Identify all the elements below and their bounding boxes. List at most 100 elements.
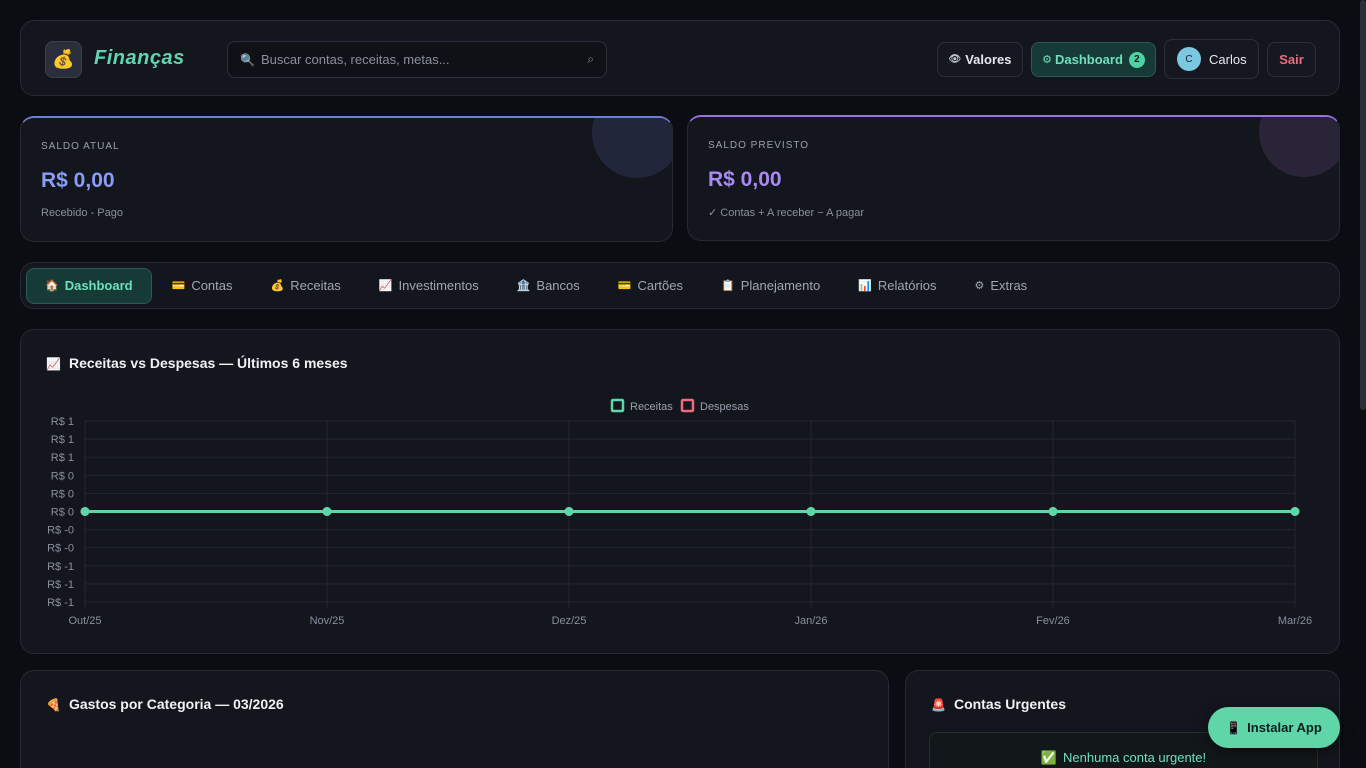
- category-spending-card: 🍕 Gastos por Categoria — 03/2026: [20, 670, 889, 768]
- bank-icon: 🏦: [516, 280, 531, 292]
- y-tick-label: R$ -0: [47, 525, 74, 537]
- y-tick-label: R$ -1: [47, 579, 74, 591]
- tab-relatorios[interactable]: 📊 Relatórios: [840, 268, 954, 304]
- tab-label: Receitas: [290, 278, 341, 293]
- decorative-circle: [592, 118, 672, 178]
- tab-dashboard[interactable]: 🏠 Dashboard: [26, 267, 152, 304]
- install-label: Instalar App: [1247, 720, 1322, 735]
- forecast-balance-amount: R$ 0,00: [708, 168, 782, 191]
- search-box[interactable]: 🔍 ⌕: [227, 41, 607, 78]
- user-menu-button[interactable]: C Carlos: [1164, 39, 1259, 79]
- x-tick-label: Dez/25: [552, 615, 587, 627]
- legend-label: Receitas: [630, 401, 673, 413]
- chart-title-text: Receitas vs Despesas — Últimos 6 meses: [68, 355, 348, 371]
- y-tick-label: R$ 1: [51, 416, 74, 428]
- tab-label: Investimentos: [398, 278, 479, 293]
- x-tick-label: Mar/26: [1278, 615, 1312, 627]
- search-submit-icon[interactable]: ⌕: [587, 52, 594, 66]
- gear-icon: ⚙: [1042, 54, 1052, 66]
- current-balance-label: SALDO ATUAL: [41, 141, 120, 152]
- tab-receitas[interactable]: 💰 Receitas: [253, 268, 359, 304]
- x-tick-label: Out/25: [68, 615, 101, 627]
- y-tick-label: R$ -1: [47, 597, 74, 609]
- notification-badge: 2: [1128, 51, 1145, 68]
- dashboard-button[interactable]: ⚙ Dashboard 2: [1031, 42, 1156, 77]
- decorative-circle: [1259, 117, 1339, 177]
- urgent-empty-text: Nenhuma conta urgente!: [1063, 750, 1207, 765]
- chart-title: 📈 Receitas vs Despesas — Últimos 6 meses: [46, 355, 348, 371]
- tab-label: Planejamento: [740, 278, 821, 293]
- avatar: C: [1177, 47, 1201, 71]
- tab-extras[interactable]: ⚙ Extras: [956, 268, 1045, 304]
- y-tick-label: R$ 1: [51, 434, 74, 446]
- forecast-balance-card: SALDO PREVISTO R$ 0,00 ✓ Contas + A rece…: [687, 115, 1340, 241]
- y-tick-label: R$ -1: [47, 561, 74, 573]
- data-point: [806, 507, 816, 516]
- category-title: 🍕 Gastos por Categoria — 03/2026: [46, 696, 284, 712]
- tab-contas[interactable]: 💳 Contas: [154, 268, 251, 304]
- credit-card-icon: 💳: [171, 280, 186, 292]
- legend-swatch: [680, 398, 695, 413]
- data-point: [322, 507, 332, 516]
- line-chart: R$ 1 R$ 1 R$ 1 R$ 0 R$ 0 R$ 0 R$ -0 R$ -0 R$ -1 R…: [47, 398, 1312, 627]
- user-name: Carlos: [1209, 51, 1247, 67]
- chart-up-icon: 📈: [378, 280, 393, 292]
- chart-up-icon: 📈: [46, 357, 61, 371]
- check-icon: ✅: [1040, 750, 1058, 765]
- y-tick-label: R$ 0: [51, 470, 74, 482]
- urgent-empty-state: ✅ Nenhuma conta urgente!: [929, 732, 1318, 768]
- y-tick-label: R$ 1: [51, 452, 74, 464]
- search-icon: 🔍: [240, 52, 255, 67]
- credit-card-icon: 💳: [617, 280, 632, 292]
- app-header: 💰 Finanças 🔍 ⌕ 👁 Valores ⚙ Dashboard 2 C…: [20, 20, 1340, 96]
- tab-label: Extras: [990, 278, 1028, 293]
- income-expense-chart-card: 📈 Receitas vs Despesas — Últimos 6 meses …: [20, 329, 1340, 654]
- toggle-values-button[interactable]: 👁 Valores: [937, 42, 1023, 77]
- forecast-balance-description: ✓ Contas + A receber − A pagar: [708, 207, 864, 219]
- current-balance-description: Recebido - Pago: [41, 207, 123, 219]
- brand-name: Finanças: [94, 47, 185, 69]
- tab-investimentos[interactable]: 📈 Investimentos: [361, 268, 497, 304]
- data-point: [1048, 507, 1058, 516]
- tab-label: Dashboard: [64, 278, 133, 293]
- tab-planejamento[interactable]: 📋 Planejamento: [703, 268, 838, 304]
- bar-chart-icon: 📊: [858, 280, 872, 292]
- tab-label: Relatórios: [877, 278, 937, 293]
- tab-label: Contas: [191, 278, 233, 293]
- values-label: Valores: [965, 52, 1012, 67]
- siren-icon: 🚨: [931, 698, 946, 712]
- house-icon: 🏠: [45, 280, 59, 292]
- forecast-balance-label: SALDO PREVISTO: [708, 140, 810, 151]
- data-point: [1290, 507, 1300, 516]
- x-tick-label: Nov/25: [310, 615, 345, 627]
- x-tick-label: Fev/26: [1036, 615, 1070, 627]
- current-balance-card: SALDO ATUAL R$ 0,00 Recebido - Pago: [20, 116, 673, 242]
- main-tabs: 🏠 Dashboard 💳 Contas 💰 Receitas 📈 Investimen…: [20, 262, 1340, 309]
- search-input[interactable]: [260, 52, 588, 67]
- gear-icon: ⚙: [974, 280, 985, 292]
- data-point: [564, 507, 574, 516]
- legend-swatch: [610, 398, 625, 413]
- install-app-button[interactable]: 📱 Instalar App: [1208, 707, 1340, 748]
- clipboard-icon: 📋: [721, 280, 735, 292]
- tab-bancos[interactable]: 🏦 Bancos: [499, 268, 598, 304]
- urgent-title-text: Contas Urgentes: [953, 696, 1066, 712]
- eye-icon: 👁: [948, 54, 962, 65]
- tab-label: Bancos: [536, 278, 580, 293]
- legend-label: Despesas: [700, 401, 749, 413]
- x-tick-label: Jan/26: [794, 615, 827, 627]
- logout-button[interactable]: Sair: [1267, 42, 1316, 77]
- page-scrollbar[interactable]: [1360, 0, 1366, 410]
- tab-cartoes[interactable]: 💳 Cartões: [600, 268, 701, 304]
- dashboard-label: Dashboard: [1054, 52, 1123, 67]
- y-tick-label: R$ 0: [51, 507, 74, 519]
- y-tick-label: R$ -0: [47, 543, 74, 555]
- y-tick-label: R$ 0: [51, 488, 74, 500]
- money-bag-icon: 💰: [270, 280, 285, 292]
- phone-icon: 📱: [1226, 720, 1242, 735]
- tab-label: Cartões: [637, 278, 684, 293]
- urgent-title: 🚨 Contas Urgentes: [931, 696, 1066, 712]
- pizza-icon: 🍕: [46, 698, 61, 712]
- data-point: [80, 507, 90, 516]
- current-balance-amount: R$ 0,00: [41, 169, 115, 192]
